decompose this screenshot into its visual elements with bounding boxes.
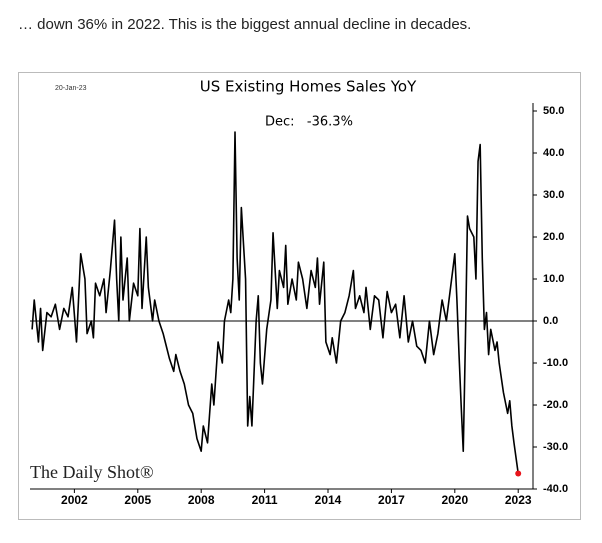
line-series <box>31 131 519 474</box>
y-tick-label: -20.0 <box>543 399 568 411</box>
x-tick-label: 2023 <box>505 493 532 507</box>
y-tick-label: 0.0 <box>543 315 558 327</box>
chart-frame <box>18 72 581 520</box>
x-tick-label: 2017 <box>378 493 405 507</box>
x-tick-label: 2002 <box>61 493 88 507</box>
chart-title: US Existing Homes Sales YoY <box>200 78 417 96</box>
y-tick-label: -40.0 <box>543 483 568 495</box>
date-label: 20-Jan-23 <box>55 85 87 92</box>
caption: … down 36% in 2022. This is the biggest … <box>18 16 471 33</box>
x-tick-label: 2005 <box>124 493 151 507</box>
source-logo: The Daily Shot® <box>30 462 154 482</box>
y-tick-label: 30.0 <box>543 189 564 201</box>
y-tick-label: -30.0 <box>543 441 568 453</box>
last-point <box>515 470 522 477</box>
y-tick-label: 50.0 <box>543 105 564 117</box>
y-tick-label: -10.0 <box>543 357 568 369</box>
x-tick-label: 2008 <box>188 493 215 507</box>
annotation: Dec: -36.3% <box>265 115 353 130</box>
y-tick-label: 20.0 <box>543 231 564 243</box>
x-tick-label: 2011 <box>252 493 278 507</box>
y-tick-label: 10.0 <box>543 273 564 285</box>
y-tick-label: 40.0 <box>543 147 564 159</box>
x-tick-label: 2014 <box>315 493 342 507</box>
x-tick-label: 2020 <box>441 493 468 507</box>
